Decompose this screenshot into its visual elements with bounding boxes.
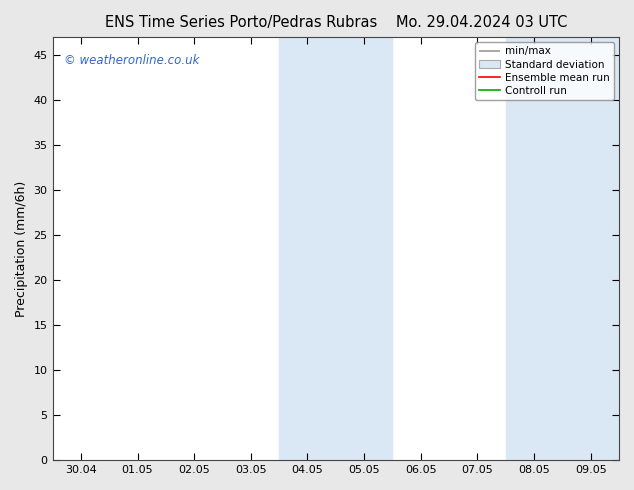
Text: ENS Time Series Porto/Pedras Rubras: ENS Time Series Porto/Pedras Rubras — [105, 15, 377, 30]
Bar — [506, 37, 562, 460]
Bar — [562, 37, 619, 460]
Legend: min/max, Standard deviation, Ensemble mean run, Controll run: min/max, Standard deviation, Ensemble me… — [475, 42, 614, 100]
Text: © weatheronline.co.uk: © weatheronline.co.uk — [64, 54, 199, 67]
Y-axis label: Precipitation (mm/6h): Precipitation (mm/6h) — [15, 180, 28, 317]
Bar — [336, 37, 392, 460]
Bar — [279, 37, 336, 460]
Text: Mo. 29.04.2024 03 UTC: Mo. 29.04.2024 03 UTC — [396, 15, 567, 30]
